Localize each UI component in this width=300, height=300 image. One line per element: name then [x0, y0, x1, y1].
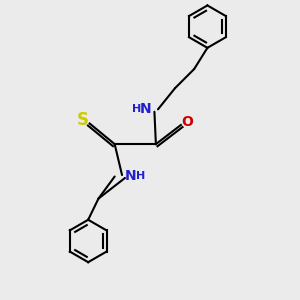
Text: N: N: [124, 169, 136, 184]
Text: H: H: [136, 172, 145, 182]
Text: H: H: [131, 104, 141, 114]
Text: S: S: [77, 111, 89, 129]
Text: N: N: [140, 102, 152, 116]
Text: O: O: [181, 115, 193, 129]
